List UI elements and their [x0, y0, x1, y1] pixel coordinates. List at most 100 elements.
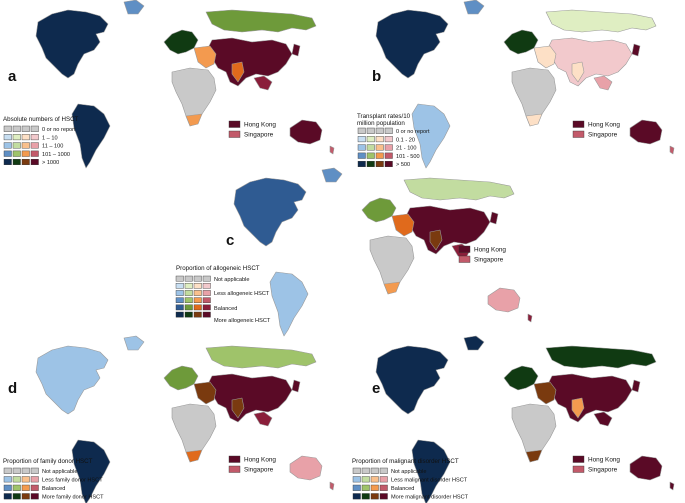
legend-title: million population	[357, 120, 405, 127]
legend-swatch	[352, 484, 361, 491]
legend-swatch	[366, 144, 375, 151]
legend-label: Balanced	[391, 486, 414, 492]
north-america-region	[375, 345, 449, 415]
legend-label: Balanced	[214, 306, 237, 312]
legend-swatch	[370, 467, 379, 474]
asia-region	[207, 37, 293, 87]
legend-swatch	[21, 467, 30, 474]
legend-swatch	[379, 476, 388, 483]
australia-region	[629, 455, 663, 481]
legend-label: > 1000	[42, 160, 59, 166]
panel-letter: e	[372, 380, 380, 397]
hong-kong-label: Hong Kong	[588, 122, 620, 129]
legend-label: Not applicable	[42, 469, 77, 475]
hong-kong-label: Hong Kong	[244, 457, 276, 464]
middle-east-region	[533, 45, 557, 69]
middle-east-region	[533, 381, 557, 405]
australia-region	[289, 119, 323, 145]
southeast-asia-region	[253, 411, 273, 427]
asia-region	[547, 37, 633, 87]
legend-swatch	[202, 311, 211, 318]
legend-swatch	[12, 476, 21, 483]
panel-a: a Absolute numbers of HSCT 0 or no report 1…	[3, 0, 335, 169]
legend-label: More family donor HSCT	[42, 495, 104, 501]
panel-d: d Proportion of family donor HSCT Not appl…	[3, 335, 335, 503]
legend-swatch	[357, 152, 366, 159]
legend-swatch	[30, 467, 39, 474]
legend-swatch	[12, 467, 21, 474]
legend-label: 21 - 100	[396, 146, 417, 152]
legend-title: Transplant rates/10	[357, 113, 411, 120]
legend-label: 1 – 10	[42, 135, 58, 141]
southeast-asia-region	[593, 75, 613, 91]
legend-label: More malignant disorder HSCT	[391, 495, 469, 501]
legend-swatch	[30, 125, 39, 132]
legend-swatch	[366, 127, 375, 134]
india-region	[231, 61, 245, 83]
legend-swatch	[175, 290, 184, 296]
hong-kong-label: Hong Kong	[244, 122, 276, 129]
legend-swatch	[384, 152, 393, 159]
russia-region	[545, 345, 657, 369]
legend-swatch	[30, 484, 39, 491]
europe-region	[503, 365, 539, 391]
legend-swatch	[175, 275, 184, 282]
legend-swatch	[379, 467, 388, 474]
legend-swatch	[175, 297, 184, 304]
south-africa-region	[383, 281, 401, 295]
south-america-region	[411, 439, 451, 503]
japan-region	[291, 43, 301, 57]
legend-swatch	[357, 144, 366, 151]
india-region	[429, 229, 443, 251]
legend-swatch	[384, 160, 393, 167]
legend-swatch	[12, 158, 21, 165]
legend-swatch	[30, 158, 39, 165]
australia-region	[629, 119, 663, 145]
europe-region	[163, 365, 199, 391]
legend-swatch	[361, 484, 370, 491]
panel-c: c Proportion of allogeneic HSCT Not applic…	[175, 167, 533, 337]
legend-swatch	[379, 484, 388, 491]
singapore-swatch	[572, 465, 585, 473]
legend-label: 0 or no report	[396, 129, 430, 135]
legend-swatch	[21, 158, 30, 165]
singapore-swatch	[572, 130, 585, 138]
legend-swatch	[184, 311, 193, 318]
legend-label: 101 – 1000	[42, 152, 70, 158]
legend-label: 101 - 500	[396, 154, 420, 160]
legend-swatch	[3, 142, 12, 149]
legend-swatch	[21, 142, 30, 149]
legend-label: Not applicable	[214, 277, 249, 283]
singapore-swatch	[458, 255, 471, 263]
legend-swatch	[21, 125, 30, 132]
panel-letter: c	[226, 232, 234, 249]
japan-region	[489, 211, 499, 225]
legend-swatch	[370, 484, 379, 491]
singapore-label: Singapore	[244, 467, 274, 474]
legend-label: 0 or no report	[42, 127, 76, 133]
south-america-region	[71, 103, 111, 169]
greenland-region	[463, 335, 485, 351]
legend-label: Less family donor HSCT	[42, 478, 103, 484]
legend-swatch	[21, 150, 30, 157]
hong-kong-swatch	[228, 455, 241, 463]
north-america-region	[35, 9, 109, 79]
asia-region	[207, 373, 293, 423]
singapore-label: Singapore	[588, 132, 618, 139]
legend-swatch	[370, 476, 379, 483]
legend-swatch	[21, 134, 30, 141]
south-africa-region	[525, 113, 543, 127]
greenland-region	[123, 335, 145, 351]
russia-region	[205, 9, 317, 33]
japan-region	[631, 43, 641, 57]
north-america-region	[35, 345, 109, 415]
legend-swatch	[3, 125, 12, 132]
legend-swatch	[30, 142, 39, 149]
legend-swatch	[12, 484, 21, 491]
russia-region	[545, 9, 657, 33]
legend-swatch	[361, 476, 370, 483]
middle-east-region	[391, 213, 415, 237]
legend-swatch	[202, 283, 211, 289]
europe-region	[163, 29, 199, 55]
legend-swatch	[384, 127, 393, 134]
